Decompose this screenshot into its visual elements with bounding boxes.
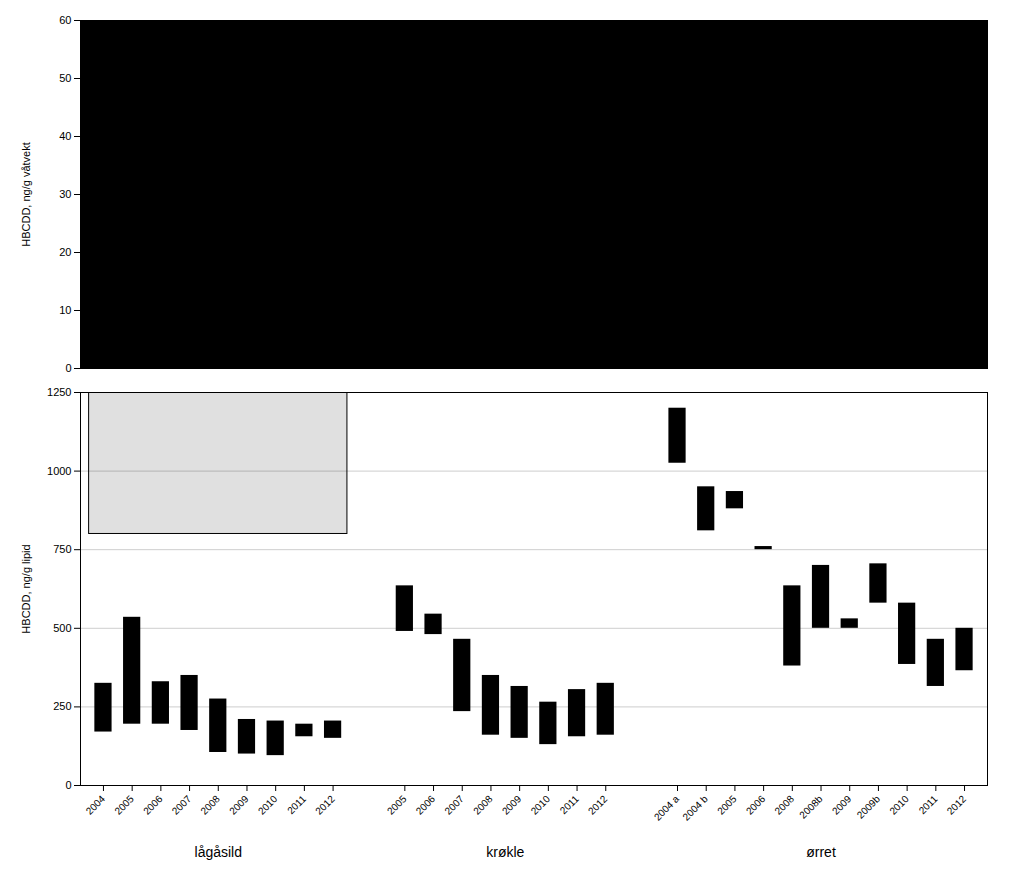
svg-text:2011: 2011 bbox=[917, 793, 940, 816]
svg-text:2009b: 2009b bbox=[855, 793, 883, 821]
svg-text:1000: 1000 bbox=[47, 465, 71, 477]
svg-text:2004: 2004 bbox=[84, 793, 108, 817]
svg-text:250: 250 bbox=[53, 700, 71, 712]
svg-text:50: 50 bbox=[59, 72, 71, 84]
svg-text:2012: 2012 bbox=[586, 793, 610, 817]
svg-text:2008: 2008 bbox=[772, 793, 796, 817]
svg-text:2006: 2006 bbox=[744, 793, 768, 817]
svg-text:1250: 1250 bbox=[47, 386, 71, 398]
svg-text:2012: 2012 bbox=[945, 793, 969, 817]
svg-text:500: 500 bbox=[53, 622, 71, 634]
svg-text:60: 60 bbox=[59, 14, 71, 26]
svg-text:40: 40 bbox=[59, 130, 71, 142]
svg-text:2004 a: 2004 a bbox=[652, 793, 682, 823]
svg-text:2011: 2011 bbox=[285, 793, 308, 816]
svg-text:20: 20 bbox=[59, 246, 71, 258]
svg-text:2011: 2011 bbox=[558, 793, 581, 816]
svg-text:2010: 2010 bbox=[529, 793, 553, 817]
svg-text:lågåsild: lågåsild bbox=[195, 844, 242, 860]
svg-text:10: 10 bbox=[59, 304, 71, 316]
svg-text:HBCDD, ng/g lipid: HBCDD, ng/g lipid bbox=[20, 544, 32, 633]
svg-text:2008: 2008 bbox=[198, 793, 222, 817]
svg-text:2004 b: 2004 b bbox=[680, 793, 710, 823]
svg-text:2009: 2009 bbox=[227, 793, 251, 817]
svg-text:2006: 2006 bbox=[414, 793, 438, 817]
svg-text:30: 30 bbox=[59, 188, 71, 200]
svg-text:2005: 2005 bbox=[385, 793, 409, 817]
svg-text:2008b: 2008b bbox=[797, 793, 825, 821]
svg-text:HBCDD, ng/g våtvekt: HBCDD, ng/g våtvekt bbox=[20, 142, 32, 247]
svg-text:2005: 2005 bbox=[112, 793, 136, 817]
svg-text:2006: 2006 bbox=[141, 793, 165, 817]
svg-text:0: 0 bbox=[65, 779, 71, 791]
svg-text:2007: 2007 bbox=[170, 793, 194, 817]
svg-text:2010: 2010 bbox=[256, 793, 280, 817]
svg-text:2007: 2007 bbox=[442, 793, 466, 817]
svg-text:2009: 2009 bbox=[830, 793, 854, 817]
svg-text:0: 0 bbox=[65, 362, 71, 374]
svg-text:2009: 2009 bbox=[500, 793, 524, 817]
svg-text:2005: 2005 bbox=[715, 793, 739, 817]
svg-text:750: 750 bbox=[53, 543, 71, 555]
svg-text:2008: 2008 bbox=[471, 793, 495, 817]
svg-text:krøkle: krøkle bbox=[486, 844, 524, 860]
svg-text:ørret: ørret bbox=[806, 844, 836, 860]
svg-text:2010: 2010 bbox=[887, 793, 911, 817]
svg-text:2012: 2012 bbox=[313, 793, 337, 817]
